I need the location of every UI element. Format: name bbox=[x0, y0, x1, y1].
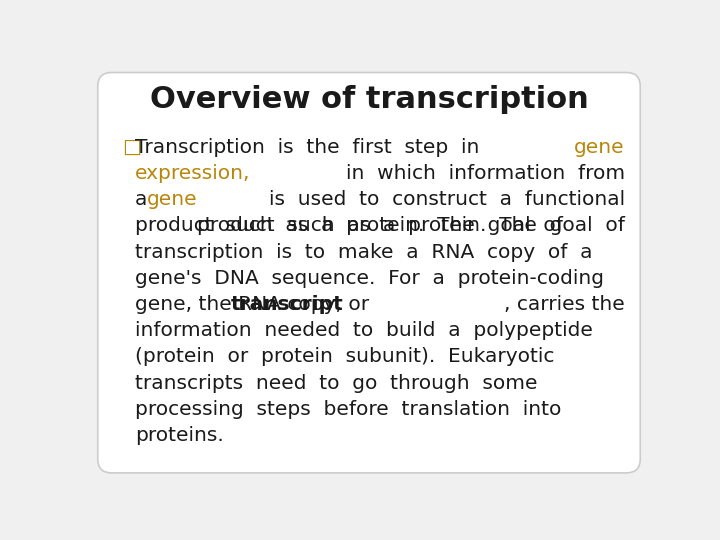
Text: gene, the RNA copy, or: gene, the RNA copy, or bbox=[135, 295, 375, 314]
Text: gene: gene bbox=[574, 138, 625, 157]
Text: is  used  to  construct  a  functional: is used to construct a functional bbox=[269, 190, 625, 210]
Text: (protein  or  protein  subunit).  Eukaryotic: (protein or protein subunit). Eukaryotic bbox=[135, 347, 554, 366]
Text: information  needed  to  build  a  polypeptide: information needed to build a polypeptid… bbox=[135, 321, 593, 340]
FancyBboxPatch shape bbox=[98, 72, 640, 473]
Text: transcript: transcript bbox=[231, 295, 344, 314]
Text: processing  steps  before  translation  into: processing steps before translation into bbox=[135, 400, 562, 419]
Text: proteins.: proteins. bbox=[135, 426, 224, 445]
Text: Overview of transcription: Overview of transcription bbox=[150, 85, 588, 114]
Text: transcripts  need  to  go  through  some: transcripts need to go through some bbox=[135, 374, 537, 393]
Text: product  such  as  a  protein.  The  goal  of: product such as a protein. The goal of bbox=[197, 217, 625, 235]
Text: □: □ bbox=[122, 138, 142, 157]
Text: a: a bbox=[135, 190, 153, 210]
Text: gene's  DNA  sequence.  For  a  protein-coding: gene's DNA sequence. For a protein-codin… bbox=[135, 269, 604, 288]
Text: transcription  is  to  make  a  RNA  copy  of  a: transcription is to make a RNA copy of a bbox=[135, 242, 593, 262]
Text: expression,: expression, bbox=[135, 164, 251, 183]
Text: gene: gene bbox=[148, 190, 198, 210]
Text: product  such  as  a  protein.  The  goal  of: product such as a protein. The goal of bbox=[135, 217, 563, 235]
Text: product  such  as  a  protein.  The  goal  of: product such as a protein. The goal of bbox=[135, 217, 563, 235]
Text: in  which  information  from: in which information from bbox=[346, 164, 625, 183]
Text: Transcription  is  the  first  step  in: Transcription is the first step in bbox=[135, 138, 486, 157]
Text: , carries the: , carries the bbox=[504, 295, 625, 314]
